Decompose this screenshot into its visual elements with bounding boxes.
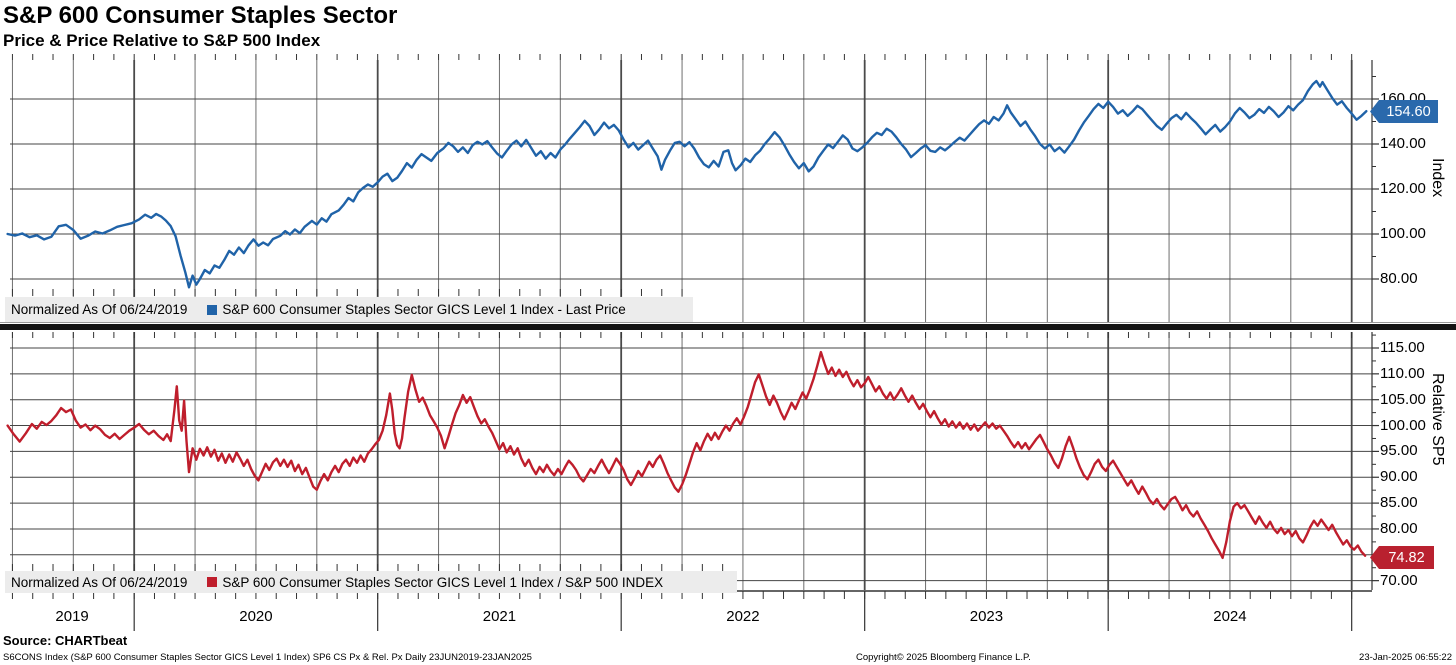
bottom-legend: Normalized As Of 06/24/2019 S&P 600 Cons… (5, 571, 737, 593)
chart-description: S6CONS Index (S&P 600 Consumer Staples S… (3, 652, 532, 663)
y-axis-tick-label: 115.00 (1380, 339, 1425, 356)
last-relative-value: 74.82 (1388, 549, 1425, 566)
y-axis-tick-label: 95.00 (1380, 442, 1418, 460)
y-axis-tick-label: 100.00 (1380, 225, 1426, 242)
panel-separator (0, 324, 1456, 330)
top-legend-series-label: S&P 600 Consumer Staples Sector GICS Lev… (222, 302, 626, 317)
last-price-tag: 154.60 (1370, 100, 1438, 123)
y-axis-tick-label: 85.00 (1380, 494, 1418, 512)
bottom-legend-series-label: S&P 600 Consumer Staples Sector GICS Lev… (222, 574, 664, 590)
bottom-legend-normalized-label: Normalized As Of 06/24/2019 (11, 574, 188, 590)
x-axis-year-label: 2019 (55, 608, 89, 625)
price-line-series (6, 79, 1368, 289)
x-axis-year-label: 2022 (726, 608, 760, 625)
relative-strength-series (6, 350, 1367, 560)
top-legend: Normalized As Of 06/24/2019 S&P 600 Cons… (5, 297, 693, 322)
bottom-axis-title: Relative SP5 (1429, 373, 1446, 466)
y-axis-tick-label: 105.00 (1380, 390, 1426, 408)
y-axis-tick-label: 110.00 (1380, 364, 1425, 382)
top-axis-title: Index (1429, 158, 1446, 198)
y-axis-tick-label: 80.00 (1380, 519, 1418, 537)
top-legend-normalized-label: Normalized As Of 06/24/2019 (11, 302, 188, 317)
y-axis-tick-label: 90.00 (1380, 468, 1418, 486)
red-series-swatch-icon (207, 577, 218, 587)
y-axis-tick-label: 70.00 (1380, 571, 1418, 589)
timestamp-label: 23-Jan-2025 06:55:22 (1359, 652, 1452, 663)
y-axis-tick-label: 80.00 (1380, 270, 1418, 287)
x-axis-year-label: 2024 (1213, 608, 1247, 625)
x-axis-year-label: 2020 (239, 608, 273, 625)
panel-separator-thin (0, 322, 1456, 323)
last-price-value: 154.60 (1386, 103, 1431, 120)
source-label: Source: CHARTbeat (3, 633, 128, 648)
y-axis-tick-label: 120.00 (1380, 180, 1426, 197)
page-subtitle: Price & Price Relative to S&P 500 Index (3, 31, 321, 50)
copyright-label: Copyright© 2025 Bloomberg Finance L.P. (856, 652, 1031, 663)
y-axis-tick-label: 100.00 (1380, 416, 1426, 434)
y-axis-tick-label: 140.00 (1380, 135, 1426, 152)
blue-series-swatch-icon (207, 304, 218, 315)
page-title: S&P 600 Consumer Staples Sector (3, 2, 398, 29)
x-axis-year-label: 2023 (969, 608, 1004, 625)
x-axis-year-label: 2021 (482, 608, 517, 625)
top-chart-plot-area[interactable] (10, 60, 1372, 322)
last-relative-tag: 74.82 (1370, 546, 1434, 569)
